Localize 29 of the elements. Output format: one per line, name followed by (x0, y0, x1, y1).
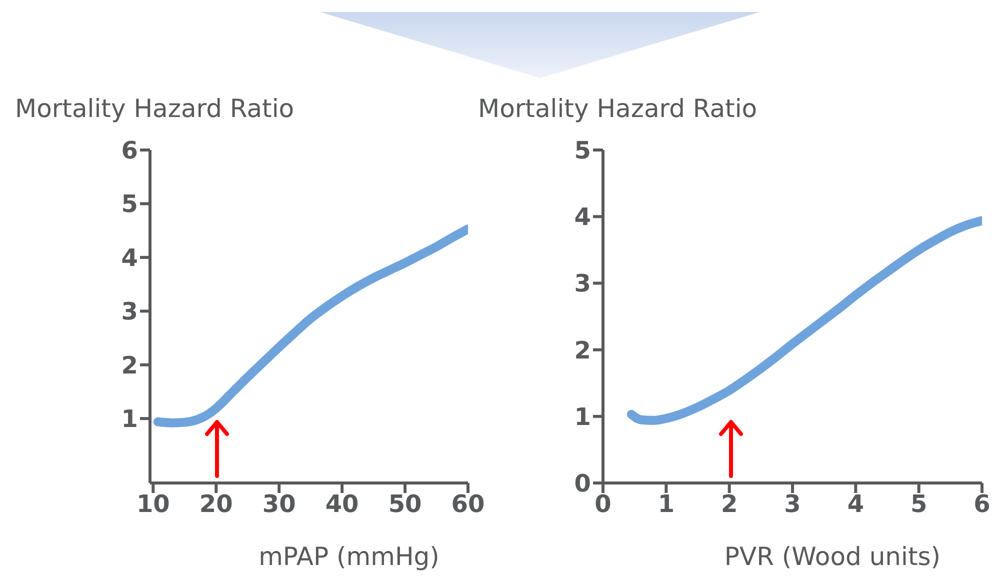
x-tick-label: 10 (136, 490, 170, 518)
y-tick-label: 4 (574, 203, 591, 232)
x-tick-label: 3 (784, 490, 801, 518)
y-tick-label: 1 (121, 405, 138, 434)
x-axis-title: PVR (Wood units) (724, 542, 941, 571)
y-tick-label: 0 (574, 470, 591, 498)
x-tick-label: 4 (847, 490, 864, 518)
y-tick-label: 2 (574, 336, 591, 364)
y-tick-label: 2 (121, 351, 138, 380)
x-axis-title: mPAP (mmHg) (258, 542, 440, 571)
x-tick-label: 6 (974, 490, 990, 518)
x-tick-label: 5 (910, 490, 928, 518)
x-tick-label: 1 (658, 490, 675, 518)
x-tick-label: 20 (199, 490, 233, 518)
y-axis-title: Mortality Hazard Ratio (15, 94, 294, 123)
x-tick-label: 2 (720, 490, 738, 518)
y-tick-label: 5 (574, 136, 591, 165)
x-tick-label: 40 (325, 490, 359, 518)
x-tick-label: 50 (388, 490, 422, 518)
y-tick-label: 4 (121, 244, 138, 272)
x-tick-label: 30 (262, 490, 296, 518)
x-tick-label: 0 (594, 490, 612, 518)
y-axis-title: Mortality Hazard Ratio (478, 94, 758, 123)
y-tick-label: 5 (121, 190, 138, 218)
y-tick-label: 3 (574, 270, 591, 298)
y-tick-label: 6 (121, 136, 138, 165)
x-tick-label: 60 (451, 490, 485, 518)
y-tick-label: 1 (574, 402, 591, 431)
y-tick-label: 3 (121, 298, 138, 326)
